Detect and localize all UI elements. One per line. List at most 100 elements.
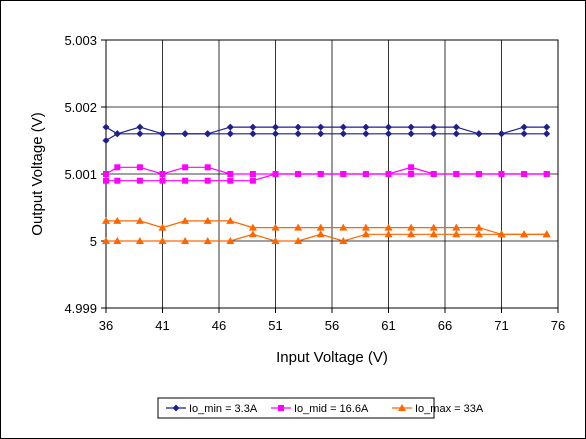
data-point: [543, 171, 550, 177]
data-point: [340, 171, 347, 177]
data-point: [362, 130, 370, 138]
data-point: [103, 171, 109, 177]
data-point: [248, 230, 257, 238]
data-point: [103, 177, 109, 184]
data-point: [294, 130, 302, 138]
data-point: [430, 171, 437, 177]
data-point: [429, 223, 438, 231]
data-point: [102, 137, 110, 144]
data-point: [520, 123, 528, 131]
data-point: [249, 177, 256, 184]
data-point: [408, 171, 415, 177]
data-point: [114, 177, 121, 184]
x-tick-label: 61: [381, 318, 395, 333]
legend-label: Io_min = 3.3A: [189, 403, 258, 415]
x-tick-label: 51: [268, 318, 282, 333]
data-point: [498, 130, 505, 138]
data-point: [136, 177, 143, 184]
data-point: [408, 164, 415, 171]
data-point: [361, 223, 370, 231]
data-point: [542, 230, 551, 238]
x-tick-label: 66: [438, 318, 452, 333]
data-point: [316, 230, 325, 238]
data-point: [294, 223, 303, 231]
data-point: [249, 130, 257, 138]
data-point: [272, 130, 279, 138]
data-point: [271, 223, 280, 231]
data-point: [452, 230, 461, 238]
data-point: [543, 123, 551, 131]
y-tick-label: 5.001: [64, 167, 97, 182]
data-point: [362, 171, 369, 177]
data-point: [294, 123, 302, 131]
data-point: [430, 123, 438, 131]
data-point: [113, 216, 122, 224]
data-point: [475, 130, 483, 138]
data-point: [361, 230, 370, 238]
data-point: [384, 230, 393, 238]
data-point: [113, 237, 122, 244]
data-point: [339, 237, 348, 244]
data-point: [158, 223, 167, 231]
data-point: [474, 230, 483, 238]
data-point: [226, 130, 234, 138]
legend-label: Io_max = 33A: [415, 403, 484, 415]
legend-label: Io_mid = 16.6A: [294, 403, 369, 415]
data-point: [102, 216, 110, 224]
data-point: [182, 164, 189, 171]
data-point: [249, 123, 257, 131]
x-axis-title: Input Voltage (V): [276, 349, 388, 366]
series-1: [102, 130, 551, 144]
data-point: [203, 237, 212, 244]
data-point: [114, 164, 121, 171]
data-point: [181, 237, 190, 244]
data-point: [295, 171, 302, 177]
data-point: [521, 171, 528, 177]
data-point: [317, 171, 324, 177]
x-tick-label: 46: [212, 318, 226, 333]
data-point: [135, 237, 144, 244]
data-point: [316, 223, 325, 231]
data-point: [249, 171, 256, 177]
data-point: [407, 223, 416, 231]
legend: Io_min = 3.3A Io_mid = 16.6A Io_max = 33A: [157, 397, 484, 419]
data-point: [204, 164, 211, 171]
data-point: [339, 130, 347, 138]
data-point: [452, 130, 460, 138]
data-point: [429, 230, 438, 238]
data-point: [385, 123, 392, 131]
data-point: [339, 223, 348, 231]
data-point: [182, 177, 189, 184]
y-tick-label: 5.003: [64, 33, 97, 48]
data-point: [385, 130, 392, 138]
data-point: [203, 216, 212, 224]
data-point: [474, 223, 483, 231]
data-point: [227, 177, 234, 184]
data-point: [113, 130, 121, 138]
data-point: [362, 123, 370, 131]
data-point: [102, 123, 110, 131]
data-point: [384, 223, 393, 231]
x-tick-label: 41: [155, 318, 169, 333]
data-point: [136, 123, 144, 131]
series-5: [102, 230, 551, 244]
y-tick-label: 5: [90, 234, 97, 249]
data-point: [159, 130, 166, 138]
data-point: [271, 237, 280, 244]
data-point: [543, 130, 551, 138]
legend-swatch-marker: [172, 404, 180, 412]
legend-swatch-marker: [398, 404, 406, 411]
data-point: [181, 216, 190, 224]
data-point: [226, 216, 235, 224]
legend-item: Io_max = 33A: [392, 403, 484, 415]
data-point: [430, 130, 438, 138]
legend-item: Io_mid = 16.6A: [271, 403, 369, 415]
data-point: [227, 171, 234, 177]
data-point: [452, 223, 461, 231]
data-point: [453, 171, 460, 177]
data-point: [498, 171, 505, 177]
data-point: [204, 177, 211, 184]
data-point: [159, 177, 166, 184]
data-point: [248, 223, 257, 231]
